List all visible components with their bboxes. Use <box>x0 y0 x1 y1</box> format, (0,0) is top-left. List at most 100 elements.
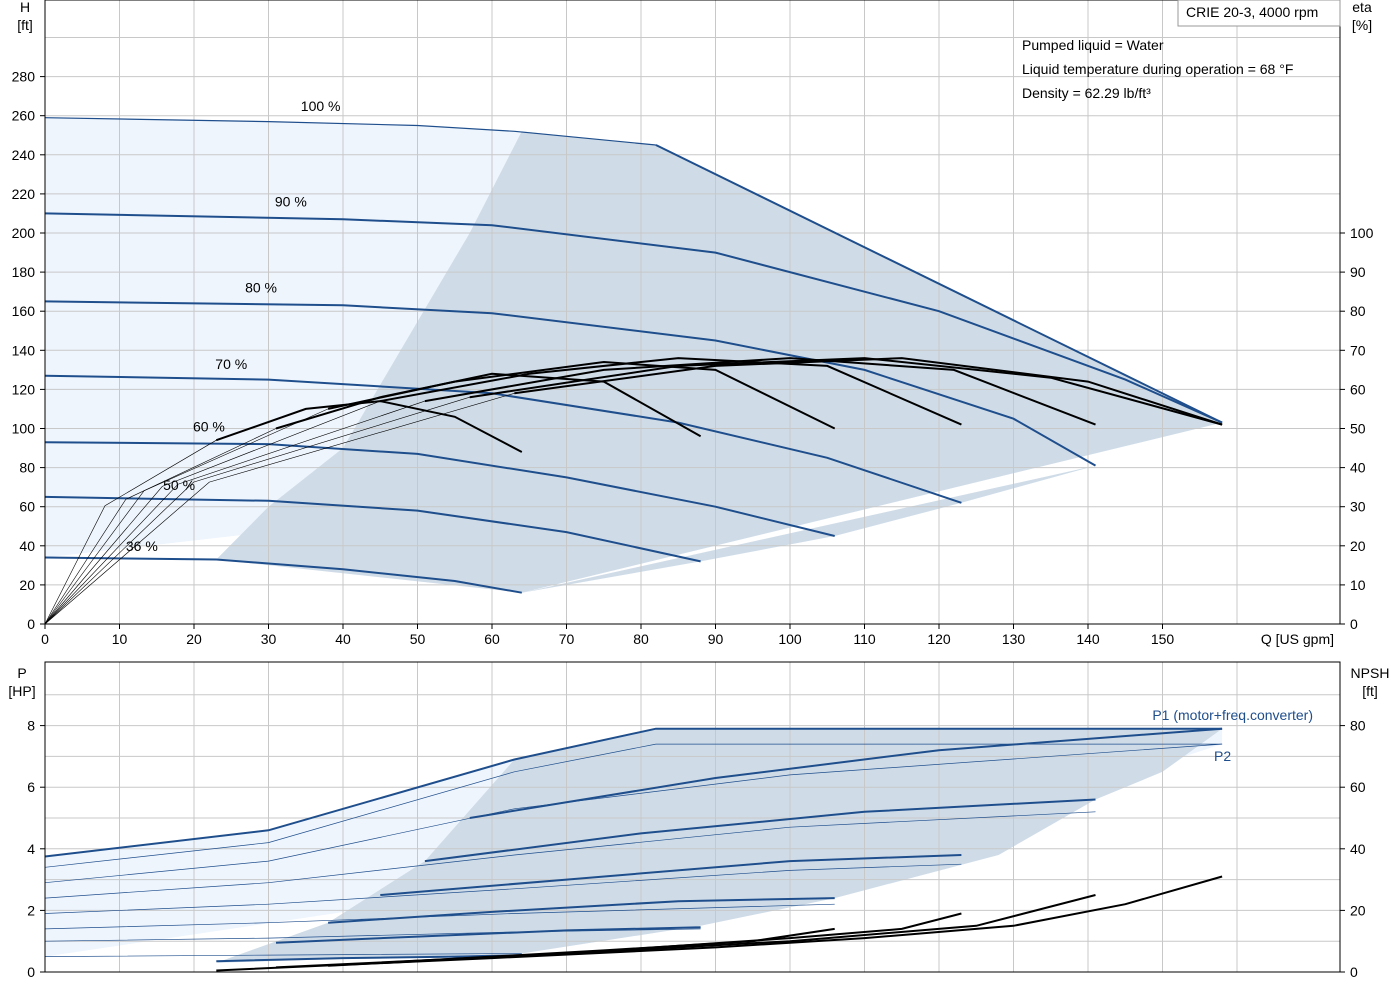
eta-tick-label: 40 <box>1350 460 1366 476</box>
h-tick-label: 260 <box>12 108 36 124</box>
p2-curve <box>44 953 522 957</box>
speed-label: 50 % <box>163 477 195 493</box>
h-axis-title: H <box>20 0 30 15</box>
h-tick-label: 100 <box>12 421 36 437</box>
npsh-tick-label: 60 <box>1350 779 1366 795</box>
p1-curve <box>469 727 1223 819</box>
head-curve <box>44 117 656 146</box>
h-axis-unit: [ft] <box>17 17 33 33</box>
head-curve <box>44 212 1223 424</box>
top-plot-frame <box>44 0 1341 625</box>
x-tick-label: 110 <box>853 631 876 647</box>
eta-tick-label: 60 <box>1350 381 1366 397</box>
p2-curve <box>44 811 1096 899</box>
x-tick-label: 0 <box>41 631 49 647</box>
eta-tick-label: 70 <box>1350 342 1366 358</box>
npsh-axis-title: NPSH <box>1351 665 1390 681</box>
p1-curve <box>424 798 1096 863</box>
x-tick-label: 140 <box>1076 631 1100 647</box>
speed-label: 36 % <box>126 538 158 554</box>
p2-series-label: P2 <box>1214 748 1231 764</box>
speed-label: 70 % <box>215 356 247 372</box>
eta-tick-label: 10 <box>1350 577 1366 593</box>
p-tick-label: 8 <box>27 718 35 734</box>
h-tick-label: 280 <box>12 69 36 85</box>
npsh-axis-unit: [ft] <box>1362 683 1378 699</box>
p-axis-unit: [HP] <box>8 683 35 699</box>
eta-axis-unit: [%] <box>1352 17 1372 33</box>
head-curve <box>44 300 1096 467</box>
speed-label: 60 % <box>193 419 225 435</box>
h-tick-label: 20 <box>19 577 35 593</box>
eta-tick-label: 0 <box>1350 616 1358 632</box>
npsh-tick-label: 0 <box>1350 964 1358 980</box>
eta-tick-label: 90 <box>1350 264 1366 280</box>
x-tick-label: 20 <box>186 631 202 647</box>
npsh-tick-label: 80 <box>1350 718 1366 734</box>
speed-label: 100 % <box>301 98 341 114</box>
speed-label: 80 % <box>245 280 277 296</box>
head-curve <box>44 374 962 504</box>
p1-curve <box>44 727 1223 858</box>
p-tick-label: 6 <box>27 779 35 795</box>
h-tick-label: 120 <box>12 381 36 397</box>
x-tick-label: 150 <box>1151 631 1175 647</box>
eta-curve <box>424 357 1096 426</box>
eta-curve <box>380 357 962 426</box>
h-tick-label: 240 <box>12 147 36 163</box>
head-curve <box>44 441 835 537</box>
head-curve <box>44 495 701 563</box>
x-tick-label: 130 <box>1002 631 1026 647</box>
p1-curve <box>275 926 701 944</box>
eta-curve <box>327 360 836 430</box>
eta-tick-label: 20 <box>1350 538 1366 554</box>
npsh-tick-label: 40 <box>1350 841 1366 857</box>
h-tick-label: 0 <box>27 616 35 632</box>
p-tick-label: 0 <box>27 964 35 980</box>
h-tick-label: 40 <box>19 538 35 554</box>
eta-curve <box>514 357 1223 426</box>
bottom-plot-frame <box>44 661 1341 973</box>
eta-tick-label: 80 <box>1350 303 1366 319</box>
h-tick-label: 200 <box>12 225 36 241</box>
eta-tick-label: 50 <box>1350 421 1366 437</box>
x-tick-label: 90 <box>708 631 724 647</box>
h-tick-label: 180 <box>12 264 36 280</box>
x-tick-label: 80 <box>633 631 649 647</box>
condition-liquid: Pumped liquid = Water <box>1022 37 1164 53</box>
axes: 0 10 20 30 40 50 60 70 80 90 100 110 120 130 140 150020… <box>12 0 1374 980</box>
eta-axis-title: eta <box>1352 0 1372 15</box>
npsh-tick-label: 20 <box>1350 902 1366 918</box>
model-label-box <box>1177 0 1341 27</box>
eta-tick-label: 100 <box>1350 225 1374 241</box>
head-curve-max-power <box>655 144 1223 424</box>
x-tick-label: 60 <box>484 631 500 647</box>
p-axis-title: P <box>17 665 26 681</box>
x-tick-label: 40 <box>335 631 351 647</box>
h-tick-label: 80 <box>19 460 35 476</box>
eta-curve <box>469 357 1223 426</box>
h-tick-label: 60 <box>19 499 35 515</box>
x-tick-label: 100 <box>778 631 802 647</box>
p-tick-label: 4 <box>27 841 35 857</box>
p-tick-label: 2 <box>27 902 35 918</box>
p1-curve <box>380 854 962 896</box>
x-tick-label: 50 <box>410 631 426 647</box>
h-tick-label: 160 <box>12 303 36 319</box>
p2-curve <box>44 743 1223 884</box>
x-tick-label: 70 <box>559 631 575 647</box>
p1-curve <box>328 897 835 924</box>
p2-curve <box>44 743 1223 868</box>
condition-density: Density = 62.29 lb/ft³ <box>1022 85 1151 101</box>
x-tick-label: 10 <box>112 631 128 647</box>
curves: 100 % 90 % 80 % 70 % 60 % 50 % 36 % <box>44 98 1223 972</box>
p1-series-label: P1 (motor+freq.converter) <box>1152 707 1313 723</box>
speed-label: 90 % <box>275 194 307 210</box>
h-tick-label: 140 <box>12 342 36 358</box>
npsh-curve <box>380 927 835 964</box>
eta-tick-label: 30 <box>1350 499 1366 515</box>
x-tick-label: 120 <box>927 631 951 647</box>
head-curve <box>44 556 522 594</box>
